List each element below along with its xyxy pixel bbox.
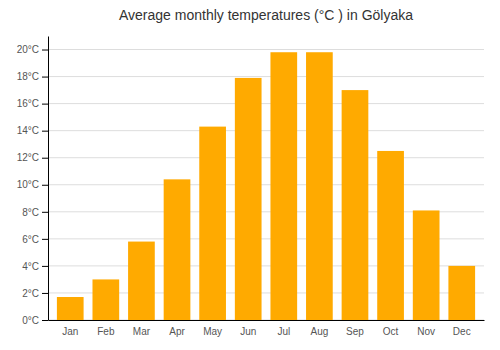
tick: 18°C xyxy=(17,71,48,82)
tick: 0°C xyxy=(22,315,48,326)
grid-line xyxy=(48,103,484,104)
grid-line xyxy=(48,76,484,77)
tick: 12°C xyxy=(17,152,48,163)
bar xyxy=(413,210,440,320)
tick-label: Aug xyxy=(310,326,328,337)
tick: 6°C xyxy=(22,234,48,245)
tick-label: 2°C xyxy=(22,288,39,299)
bar xyxy=(199,127,226,320)
tick-mark xyxy=(42,266,48,267)
tick-label: Oct xyxy=(383,326,399,337)
tick-label: 12°C xyxy=(17,152,39,163)
tick-label: Jun xyxy=(240,326,256,337)
tick-label: 0°C xyxy=(22,315,39,326)
tick-label: Sep xyxy=(346,326,364,337)
bars xyxy=(57,52,475,320)
axis-line xyxy=(49,320,485,321)
tick: Nov xyxy=(417,326,435,337)
grid-line xyxy=(48,49,484,50)
tick: 14°C xyxy=(17,125,48,136)
bar xyxy=(128,242,155,320)
tick: Apr xyxy=(169,326,185,337)
tick: 16°C xyxy=(17,98,48,109)
tick-label: 18°C xyxy=(17,71,39,82)
tick: 10°C xyxy=(17,179,48,190)
tick-label: 8°C xyxy=(22,207,39,218)
bar xyxy=(270,52,297,320)
grid-line xyxy=(48,157,484,158)
bar xyxy=(235,78,262,320)
tick: 20°C xyxy=(17,44,48,55)
grid xyxy=(48,50,484,320)
tick-mark xyxy=(42,50,48,51)
bar xyxy=(342,90,369,320)
tick: Aug xyxy=(310,326,328,337)
tick: May xyxy=(203,326,222,337)
tick: Oct xyxy=(383,326,399,337)
bar xyxy=(92,279,119,320)
tick-mark xyxy=(42,131,48,132)
tick-mark xyxy=(42,293,48,294)
bar xyxy=(448,266,475,320)
tick: Jul xyxy=(277,326,290,337)
axis-line xyxy=(48,37,49,321)
tick-mark xyxy=(42,104,48,105)
tick-label: 16°C xyxy=(17,98,39,109)
tick: Jun xyxy=(240,326,256,337)
tick: Dec xyxy=(453,326,471,337)
tick-label: Apr xyxy=(169,326,185,337)
tick: 8°C xyxy=(22,207,48,218)
tick-label: Feb xyxy=(97,326,115,337)
tick-mark xyxy=(42,77,48,78)
tick-label: 10°C xyxy=(17,179,39,190)
tick: Jan xyxy=(62,326,78,337)
bar xyxy=(377,151,404,320)
tick-label: 14°C xyxy=(17,125,39,136)
y-axis: 0°C 2°C 4°C 6°C 8°C 10°C 12°C 14°C 16°C 18°C 20°C xyxy=(17,37,49,326)
chart: 0°C 2°C 4°C 6°C 8°C 10°C 12°C 14°C 16°C 18°C 20°C J… xyxy=(0,0,500,350)
tick-label: 6°C xyxy=(22,234,39,245)
tick: 4°C xyxy=(22,261,48,272)
grid-line xyxy=(48,184,484,185)
tick-mark xyxy=(42,239,48,240)
tick: Sep xyxy=(346,326,364,337)
tick: 2°C xyxy=(22,288,48,299)
tick-label: Jan xyxy=(62,326,78,337)
tick-label: Nov xyxy=(417,326,435,337)
bar xyxy=(306,52,333,320)
tick-mark xyxy=(42,185,48,186)
tick-label: 20°C xyxy=(17,44,39,55)
tick-label: May xyxy=(203,326,222,337)
tick-label: Jul xyxy=(277,326,290,337)
bar xyxy=(57,297,84,320)
tick-mark xyxy=(42,212,48,213)
tick-label: Dec xyxy=(453,326,471,337)
x-axis: Jan Feb Mar Apr May Jun Jul Aug Sep Oct Nov Dec xyxy=(49,321,485,338)
tick: Feb xyxy=(97,326,115,337)
grid-line xyxy=(48,130,484,131)
tick-label: 4°C xyxy=(22,261,39,272)
tick-label: Mar xyxy=(133,326,151,337)
tick-mark xyxy=(42,158,48,159)
tick: Mar xyxy=(133,326,151,337)
title: Average monthly temperatures (°C ) in Gö… xyxy=(119,7,413,23)
tick-mark xyxy=(42,320,48,321)
bar xyxy=(164,179,191,320)
